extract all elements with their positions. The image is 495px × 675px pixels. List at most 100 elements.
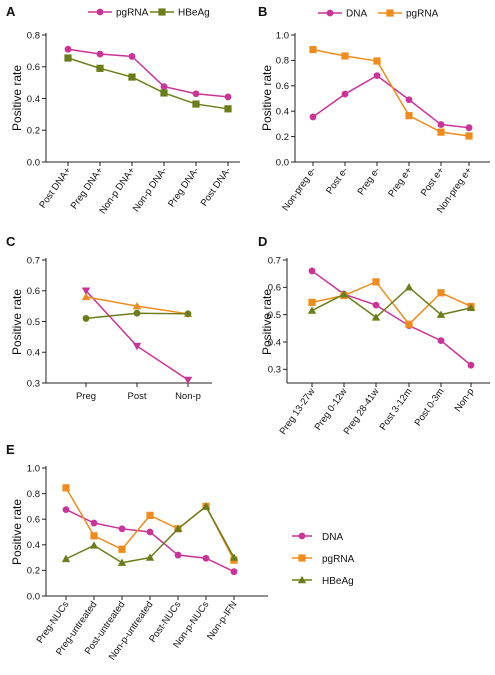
x-tick-label: Post <box>127 391 146 402</box>
legend-swatch-marker <box>386 9 394 17</box>
x-tick-label: Preg e- <box>356 165 383 197</box>
chart-panel-e: E0.00.20.40.60.81.0Preg-NUCsPreg-untreat… <box>6 442 355 662</box>
series-line <box>312 48 470 137</box>
series-dna <box>308 267 475 369</box>
legend-swatch-marker <box>297 575 307 584</box>
data-point <box>82 315 90 322</box>
legend-item: HBeAg <box>150 8 210 19</box>
panel-label-e: E <box>6 442 15 457</box>
x-tick-label: Preg 13-27w <box>278 386 318 437</box>
data-point <box>96 50 104 58</box>
chart-panel-c: C 0.3 0.4 0.5 0.6 0.7 Preg Post Non-p Positive ra… <box>6 234 212 402</box>
data-point <box>308 298 316 306</box>
data-point <box>308 267 316 275</box>
series-pgrna <box>309 46 473 140</box>
y-axis-label: Positive rate <box>10 289 24 355</box>
data-point <box>117 558 127 566</box>
legend-item: pgRNA <box>292 554 355 565</box>
data-point <box>437 289 445 297</box>
data-point <box>465 132 473 140</box>
data-point <box>372 301 380 309</box>
series-pgrna_a <box>64 45 232 101</box>
x-tick-label: Post 0-3m <box>413 386 447 428</box>
legend-label: HBeAg <box>322 576 354 587</box>
legend-swatch-marker <box>326 9 334 17</box>
data-point <box>466 303 476 312</box>
y-tick-label: 0.4 <box>276 107 289 118</box>
legend-label: HBeAg <box>178 8 210 19</box>
x-tick-label: Post DNA- <box>199 165 234 208</box>
legend-label: pgRNA <box>116 8 149 19</box>
data-point <box>146 528 154 536</box>
x-tick-label: Preg <box>76 391 96 402</box>
data-point <box>224 105 232 113</box>
y-tick-label: 0.6 <box>27 515 40 526</box>
panel-label-c: C <box>6 234 16 249</box>
data-point <box>371 313 381 321</box>
x-tick-label: Post DNA+ <box>37 165 73 210</box>
legend-label: DNA <box>346 9 367 20</box>
legend-item: pgRNA <box>88 8 149 19</box>
x-tick-label: Non-preg e- <box>280 165 318 213</box>
data-point <box>437 121 445 128</box>
data-point <box>132 342 142 351</box>
data-point <box>405 112 413 120</box>
y-tick-label: 0.7 <box>268 255 281 266</box>
data-point <box>133 309 141 317</box>
x-tick-label: Preg e+ <box>386 165 415 199</box>
series-dna <box>309 72 473 132</box>
data-point <box>160 89 168 97</box>
panel-label-a: A <box>6 4 16 19</box>
data-point <box>436 310 446 318</box>
x-tick-label: Preg DNA- <box>166 165 201 209</box>
data-point <box>229 553 239 561</box>
data-point <box>173 524 183 532</box>
data-point <box>437 128 445 136</box>
y-tick-label: 0.0 <box>276 157 289 168</box>
y-tick-label: 0.3 <box>268 365 281 376</box>
y-tick-label: 1.0 <box>276 30 289 41</box>
y-tick-label: 0.3 <box>27 378 40 389</box>
legend-item: DNA <box>292 532 343 543</box>
data-point <box>373 72 381 80</box>
series-hbeag <box>64 54 232 113</box>
data-point <box>192 90 200 98</box>
series-pgrna <box>62 484 238 564</box>
data-point <box>373 57 381 65</box>
data-point <box>96 64 104 72</box>
data-point <box>62 484 70 492</box>
panel-label-d: D <box>258 234 267 249</box>
legend-swatch-marker <box>298 532 306 540</box>
data-point <box>174 551 182 559</box>
y-tick-label: 0.4 <box>268 337 281 348</box>
legend-item: pgRNA <box>378 9 439 20</box>
y-tick-label: 0.2 <box>276 132 289 143</box>
data-point <box>128 53 136 60</box>
x-tick-label: Post e- <box>324 165 350 196</box>
legend-item: HBeAg <box>292 575 354 587</box>
data-point <box>145 553 155 561</box>
data-point <box>405 96 413 104</box>
y-tick-label: 0.0 <box>27 591 40 602</box>
series-line <box>67 48 229 98</box>
y-tick-label: 0.7 <box>27 255 40 266</box>
y-tick-label: 1.0 <box>27 463 40 474</box>
data-point <box>341 52 349 60</box>
series-hbeag <box>61 502 239 566</box>
data-point <box>405 320 413 328</box>
data-point <box>90 519 98 527</box>
data-point <box>202 554 210 562</box>
series-dna <box>81 287 193 385</box>
y-tick-label: 0.0 <box>27 157 40 168</box>
data-point <box>128 73 136 81</box>
data-point <box>160 83 168 90</box>
y-axis-label: Positive rate <box>10 65 24 131</box>
legend-label: DNA <box>322 532 343 543</box>
y-axis-label: Positive rate <box>260 289 274 355</box>
y-axis-label: Positive rate <box>10 499 24 565</box>
y-tick-label: 0.2 <box>27 566 40 577</box>
